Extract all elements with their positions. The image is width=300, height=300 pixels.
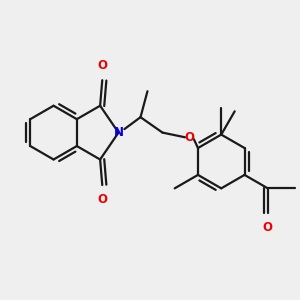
Text: O: O: [184, 131, 194, 144]
Text: N: N: [113, 126, 124, 139]
Text: O: O: [97, 193, 107, 206]
Text: O: O: [97, 59, 107, 72]
Text: O: O: [263, 221, 273, 234]
